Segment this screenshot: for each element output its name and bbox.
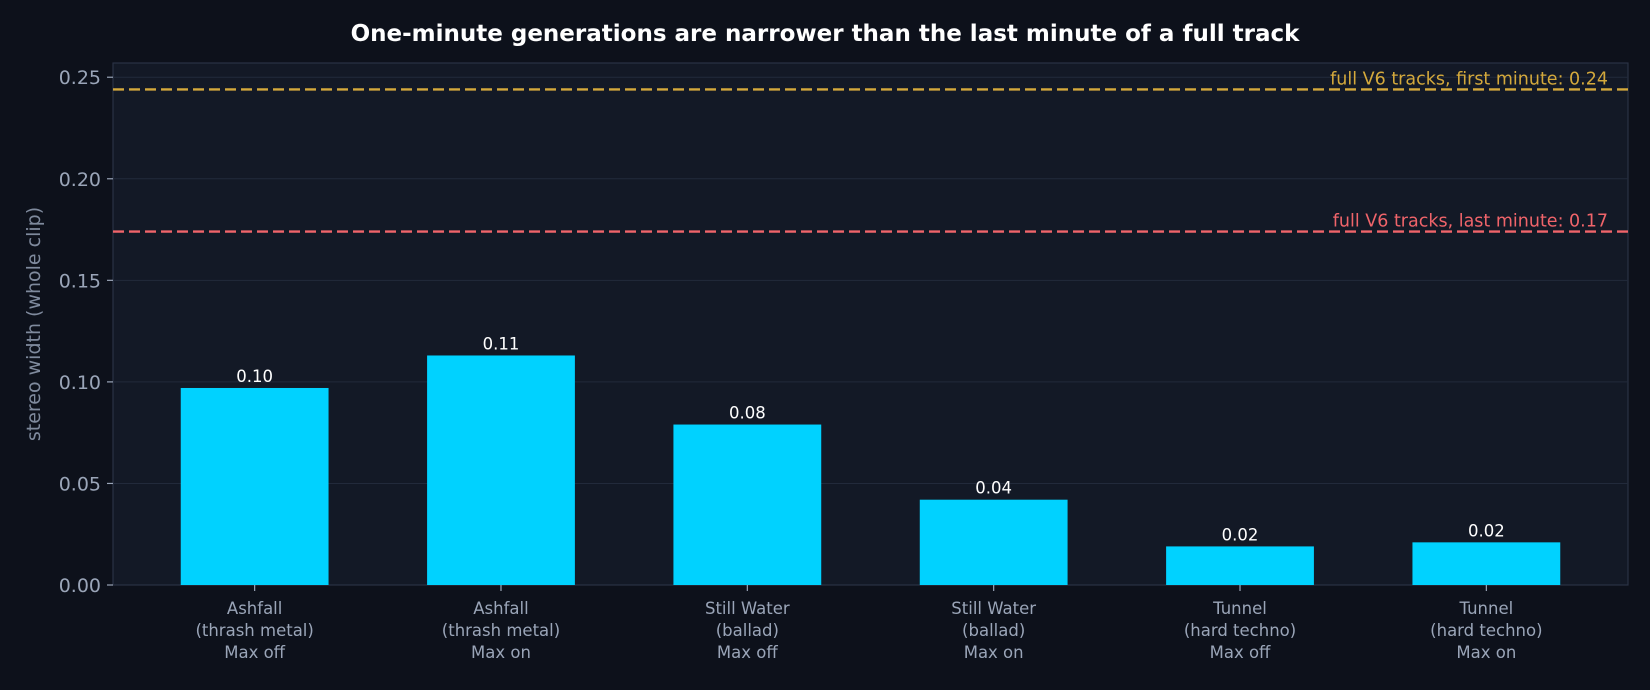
x-tick-label: (hard techno) bbox=[1184, 621, 1296, 640]
reference-lines: full V6 tracks, first minute: 0.24 full V… bbox=[113, 69, 1628, 233]
bar-value-label: 0.10 bbox=[236, 367, 273, 386]
bar bbox=[427, 355, 575, 585]
x-axis: Ashfall (thrash metal) Max off Ashfall (thra… bbox=[195, 585, 1543, 662]
plot-area bbox=[112, 62, 1629, 586]
bar bbox=[1412, 542, 1561, 585]
y-tick-label: 0.10 bbox=[59, 372, 101, 394]
bar-value-label: 0.02 bbox=[1468, 521, 1505, 540]
reference-line-label: full V6 tracks, first minute: 0.24 bbox=[1330, 69, 1608, 89]
x-tick-label: Max off bbox=[224, 643, 285, 662]
y-tick-label: 0.20 bbox=[59, 169, 101, 191]
bars: 0.10 0.11 0.08 0.04 0.02 0.02 bbox=[180, 334, 1561, 585]
x-tick-label: Ashfall bbox=[227, 599, 282, 618]
x-tick-label: Max off bbox=[1210, 643, 1271, 662]
y-tick-label: 0.15 bbox=[59, 270, 101, 292]
x-tick-label: (ballad) bbox=[962, 621, 1025, 640]
y-tick-label: 0.05 bbox=[59, 473, 101, 495]
x-tick-label: (ballad) bbox=[716, 621, 779, 640]
bar bbox=[1166, 546, 1314, 585]
bar-value-label: 0.04 bbox=[975, 479, 1012, 498]
bar-value-label: 0.08 bbox=[729, 404, 766, 423]
x-tick-label: Max on bbox=[471, 643, 531, 662]
x-tick-label: Max on bbox=[1456, 643, 1516, 662]
bar bbox=[673, 424, 822, 585]
y-axis-label: stereo width (whole clip) bbox=[23, 207, 45, 441]
y-axis: 0.00 0.05 0.10 0.15 0.20 0.25 bbox=[59, 67, 113, 597]
x-tick-label: (hard techno) bbox=[1430, 621, 1542, 640]
x-tick-label: Still Water bbox=[951, 599, 1036, 618]
grid-lines bbox=[113, 76, 1628, 484]
chart-title: One-minute generations are narrower than… bbox=[351, 21, 1300, 47]
bar bbox=[919, 499, 1068, 585]
x-tick-label: Ashfall bbox=[473, 599, 528, 618]
y-tick-label: 0.00 bbox=[59, 575, 101, 597]
x-tick-label: Max off bbox=[717, 643, 778, 662]
x-tick-label: (thrash metal) bbox=[195, 621, 313, 640]
reference-line-label: full V6 tracks, last minute: 0.17 bbox=[1333, 212, 1608, 232]
x-tick-label: Still Water bbox=[705, 599, 790, 618]
x-tick-label: Tunnel bbox=[1459, 599, 1514, 618]
x-tick-label: Tunnel bbox=[1212, 599, 1267, 618]
x-tick-label: Max on bbox=[964, 643, 1024, 662]
y-tick-label: 0.25 bbox=[59, 67, 101, 89]
bar-value-label: 0.02 bbox=[1222, 525, 1259, 544]
bar bbox=[180, 387, 329, 585]
x-tick-label: (thrash metal) bbox=[442, 621, 560, 640]
bar-value-label: 0.11 bbox=[483, 334, 520, 353]
